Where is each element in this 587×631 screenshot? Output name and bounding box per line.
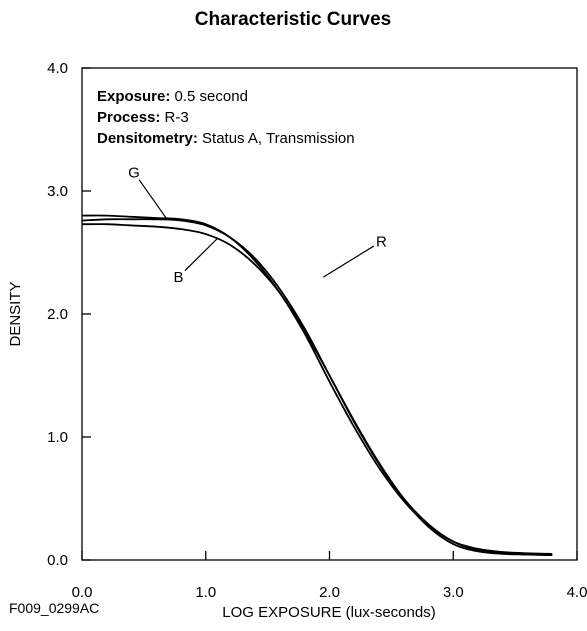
annotation-exposure: Exposure: 0.5 second xyxy=(97,88,248,105)
x-axis-label: LOG EXPOSURE (lux-seconds) xyxy=(222,604,435,621)
annotation-process: Process: R-3 xyxy=(97,109,189,126)
y-tick-labels: 0.0 1.0 2.0 3.0 4.0 xyxy=(47,60,68,569)
y-tick-label: 1.0 xyxy=(47,429,68,446)
curve-leader-r xyxy=(322,245,375,278)
x-tick-labels: 0.0 1.0 2.0 3.0 4.0 xyxy=(72,584,587,601)
tick-marks xyxy=(81,67,578,561)
series-layer xyxy=(81,214,553,556)
curve-leader-b xyxy=(184,237,219,272)
y-axis-label: DENSITY xyxy=(7,281,24,346)
x-tick-label: 0.0 xyxy=(72,584,93,601)
chart-title: Characteristic Curves xyxy=(195,9,391,30)
x-tick-label: 1.0 xyxy=(195,584,216,601)
curve-leader-g xyxy=(138,179,167,219)
x-tick-label: 3.0 xyxy=(443,584,464,601)
y-tick-label: 0.0 xyxy=(47,552,68,569)
y-tick-label: 4.0 xyxy=(47,60,68,77)
figure-code: F009_0299AC xyxy=(9,600,99,616)
series-line-g xyxy=(81,214,553,555)
y-tick-label: 3.0 xyxy=(47,183,68,200)
annotation-densitometry: Densitometry: Status A, Transmission xyxy=(97,130,355,147)
curve-label-b: B xyxy=(174,269,184,286)
curve-label-r: R xyxy=(376,233,387,250)
x-tick-label: 2.0 xyxy=(319,584,340,601)
series-line-b xyxy=(81,223,553,556)
curve-label-g: G xyxy=(128,164,140,181)
series-line-r xyxy=(81,218,553,556)
curve-labels: G R B xyxy=(128,164,387,286)
x-tick-label: 4.0 xyxy=(567,584,587,601)
y-tick-label: 2.0 xyxy=(47,306,68,323)
annotation-block: Exposure: 0.5 second Process: R-3 Densit… xyxy=(97,88,355,147)
